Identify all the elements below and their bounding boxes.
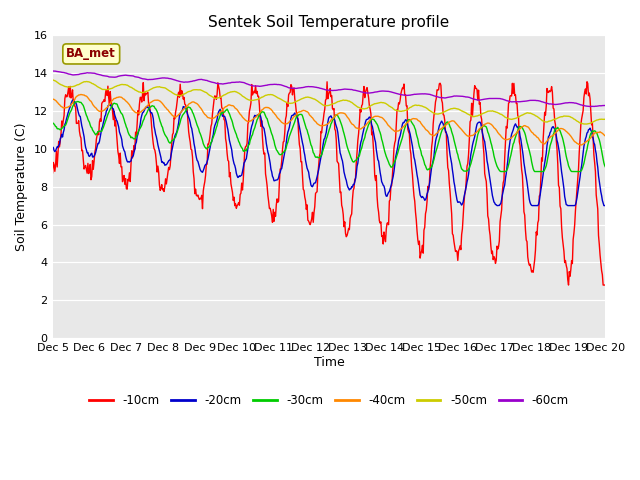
Line: -30cm: -30cm [52, 102, 605, 171]
-30cm [397, 140, 404, 145]
-60cm [412, 91, 420, 97]
-10cm [396, 97, 404, 103]
-20cm [202, 162, 209, 168]
-20cm [413, 172, 421, 178]
-40cm [602, 133, 609, 139]
-40cm [397, 126, 404, 132]
-40cm [116, 94, 124, 100]
Line: -20cm: -20cm [52, 100, 605, 205]
-30cm [116, 108, 124, 114]
-20cm [494, 203, 502, 208]
Line: -10cm: -10cm [52, 82, 605, 285]
-40cm [77, 92, 85, 97]
-30cm [173, 132, 180, 137]
-30cm [49, 120, 56, 126]
-10cm [172, 109, 179, 115]
-40cm [49, 96, 56, 102]
-60cm [49, 68, 56, 74]
-20cm [602, 203, 609, 208]
-40cm [202, 112, 209, 118]
-30cm [602, 164, 609, 170]
-40cm [173, 114, 180, 120]
-20cm [173, 130, 180, 136]
-50cm [412, 102, 420, 108]
-50cm [172, 92, 179, 97]
-30cm [74, 99, 81, 105]
-10cm [602, 282, 609, 288]
-10cm [201, 179, 209, 185]
Text: BA_met: BA_met [67, 48, 116, 60]
-50cm [582, 121, 590, 127]
Line: -60cm: -60cm [52, 71, 605, 107]
-30cm [568, 168, 576, 174]
-40cm [59, 105, 67, 110]
-60cm [172, 77, 179, 83]
-20cm [68, 97, 76, 103]
-20cm [49, 144, 56, 150]
-50cm [396, 108, 404, 114]
-60cm [587, 104, 595, 109]
-50cm [59, 83, 67, 88]
-50cm [116, 83, 124, 88]
-50cm [201, 89, 209, 95]
-20cm [59, 134, 67, 140]
Title: Sentek Soil Temperature profile: Sentek Soil Temperature profile [209, 15, 450, 30]
-10cm [412, 217, 420, 223]
-60cm [201, 77, 209, 83]
-30cm [202, 145, 209, 151]
-50cm [602, 116, 609, 122]
-10cm [583, 79, 591, 84]
-30cm [413, 133, 421, 139]
-30cm [59, 125, 67, 131]
-60cm [59, 70, 67, 75]
Line: -40cm: -40cm [52, 95, 605, 145]
-60cm [116, 73, 124, 79]
-40cm [578, 142, 586, 148]
-50cm [49, 77, 56, 83]
-20cm [116, 132, 124, 137]
X-axis label: Time: Time [314, 356, 344, 369]
Line: -50cm: -50cm [52, 80, 605, 124]
-10cm [59, 123, 67, 129]
-40cm [413, 116, 421, 122]
-10cm [116, 161, 124, 167]
-60cm [396, 92, 404, 97]
-20cm [397, 130, 404, 135]
-60cm [602, 103, 609, 108]
Y-axis label: Soil Temperature (C): Soil Temperature (C) [15, 122, 28, 251]
-10cm [49, 170, 56, 176]
-10cm [564, 282, 572, 288]
Legend: -10cm, -20cm, -30cm, -40cm, -50cm, -60cm: -10cm, -20cm, -30cm, -40cm, -50cm, -60cm [84, 389, 573, 412]
